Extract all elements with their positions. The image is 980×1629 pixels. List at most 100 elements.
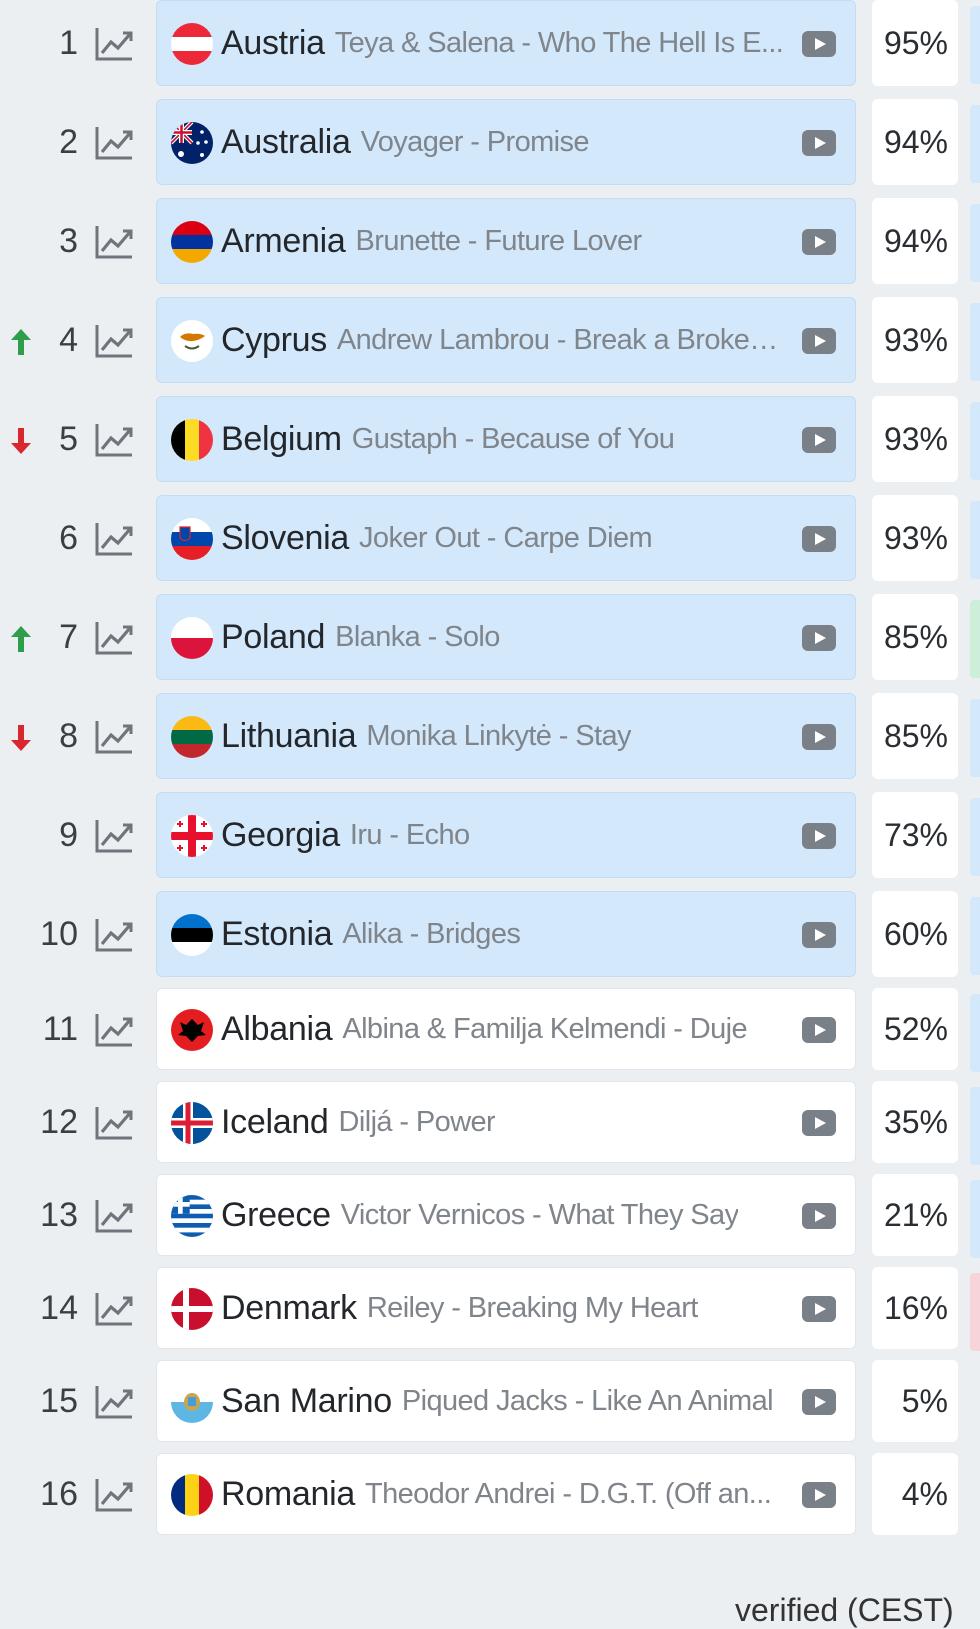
line-chart-icon[interactable] xyxy=(94,224,134,260)
country-name: Denmark xyxy=(221,1288,357,1327)
next-column-edge xyxy=(970,303,980,381)
song-title: Blanka - Solo xyxy=(335,620,500,653)
video-play-icon[interactable] xyxy=(801,723,837,751)
country-name: Poland xyxy=(221,617,326,656)
entry-text: Belgium Gustaph - Because of You xyxy=(221,397,793,481)
entry-text: Slovenia Joker Out - Carpe Diem xyxy=(221,496,793,580)
entry-card[interactable]: Austria Teya & Salena - Who The Hell Is E… xyxy=(156,0,856,86)
entry-card[interactable]: Albania Albina & Familja Kelmendi - Duje xyxy=(156,988,856,1070)
entry-text: San Marino Piqued Jacks - Like An Animal xyxy=(221,1361,793,1441)
song-title: Monika Linkytė - Stay xyxy=(366,719,631,752)
next-column-edge xyxy=(970,699,980,777)
odds-percentage: 35% xyxy=(872,1081,958,1163)
odds-percentage: 52% xyxy=(872,988,958,1070)
rank-number: 5 xyxy=(59,419,78,458)
next-column-edge xyxy=(970,1180,980,1258)
video-play-icon[interactable] xyxy=(801,624,837,652)
rank-number: 3 xyxy=(59,221,78,260)
entry-card[interactable]: Poland Blanka - Solo xyxy=(156,594,856,680)
video-play-icon[interactable] xyxy=(801,30,837,58)
entry-text: Georgia Iru - Echo xyxy=(221,793,793,877)
table-row: 4 Cyprus Andrew Lambrou - Break a Broken .… xyxy=(0,297,980,383)
next-column-edge xyxy=(970,798,980,876)
entry-card[interactable]: Denmark Reiley - Breaking My Heart xyxy=(156,1267,856,1349)
entry-text: Lithuania Monika Linkytė - Stay xyxy=(221,694,793,778)
entry-card[interactable]: Lithuania Monika Linkytė - Stay xyxy=(156,693,856,779)
country-name: Armenia xyxy=(221,221,346,260)
video-play-icon[interactable] xyxy=(801,129,837,157)
entry-card[interactable]: Armenia Brunette - Future Lover xyxy=(156,198,856,284)
table-row: 14 Denmark Reiley - Breaking My Heart 16% xyxy=(0,1267,980,1351)
line-chart-icon[interactable] xyxy=(94,521,134,557)
line-chart-icon[interactable] xyxy=(94,917,134,953)
odds-percentage: 93% xyxy=(872,297,958,383)
entry-text: Estonia Alika - Bridges xyxy=(221,892,793,976)
video-play-icon[interactable] xyxy=(801,327,837,355)
line-chart-icon[interactable] xyxy=(94,422,134,458)
entry-card[interactable]: Australia Voyager - Promise xyxy=(156,99,856,185)
country-name: Albania xyxy=(221,1009,333,1048)
video-play-icon[interactable] xyxy=(801,1388,837,1416)
line-chart-icon[interactable] xyxy=(94,1477,134,1513)
table-row: 16 Romania Theodor Andrei - D.G.T. (Off an… xyxy=(0,1453,980,1535)
country-name: Romania xyxy=(221,1474,355,1513)
table-row: 6 Slovenia Joker Out - Carpe Diem 93% xyxy=(0,495,980,581)
odds-percentage: 93% xyxy=(872,396,958,482)
odds-percentage: 16% xyxy=(872,1267,958,1349)
song-title: Voyager - Promise xyxy=(360,125,589,158)
entry-card[interactable]: San Marino Piqued Jacks - Like An Animal xyxy=(156,1360,856,1442)
video-play-icon[interactable] xyxy=(801,1016,837,1044)
line-chart-icon[interactable] xyxy=(94,1384,134,1420)
entry-card[interactable]: Belgium Gustaph - Because of You xyxy=(156,396,856,482)
line-chart-icon[interactable] xyxy=(94,26,134,62)
line-chart-icon[interactable] xyxy=(94,1012,134,1048)
video-play-icon[interactable] xyxy=(801,426,837,454)
line-chart-icon[interactable] xyxy=(94,1291,134,1327)
country-name: Australia xyxy=(221,122,351,161)
flag-austria-icon xyxy=(171,23,213,65)
next-column-edge xyxy=(970,994,980,1072)
entry-text: Australia Voyager - Promise xyxy=(221,100,793,184)
entry-card[interactable]: Iceland Diljá - Power xyxy=(156,1081,856,1163)
country-name: Iceland xyxy=(221,1102,329,1141)
video-play-icon[interactable] xyxy=(801,1295,837,1323)
line-chart-icon[interactable] xyxy=(94,818,134,854)
video-play-icon[interactable] xyxy=(801,1202,837,1230)
video-play-icon[interactable] xyxy=(801,1481,837,1509)
table-row: 2 Australia Voyager - Promise 94% xyxy=(0,99,980,185)
line-chart-icon[interactable] xyxy=(94,125,134,161)
entry-card[interactable]: Estonia Alika - Bridges xyxy=(156,891,856,977)
entry-card[interactable]: Romania Theodor Andrei - D.G.T. (Off an..… xyxy=(156,1453,856,1535)
rank-number: 4 xyxy=(59,320,78,359)
song-title: Victor Vernicos - What They Say xyxy=(340,1198,739,1231)
rank-number: 8 xyxy=(59,716,78,755)
video-play-icon[interactable] xyxy=(801,525,837,553)
song-title: Theodor Andrei - D.G.T. (Off an... xyxy=(364,1477,772,1510)
line-chart-icon[interactable] xyxy=(94,1105,134,1141)
flag-australia-icon xyxy=(171,122,213,164)
video-play-icon[interactable] xyxy=(801,228,837,256)
video-play-icon[interactable] xyxy=(801,921,837,949)
entry-text: Armenia Brunette - Future Lover xyxy=(221,199,793,283)
table-row: 1 Austria Teya & Salena - Who The Hell Is … xyxy=(0,0,980,86)
next-column-edge xyxy=(970,204,980,282)
video-play-icon[interactable] xyxy=(801,822,837,850)
next-column-edge xyxy=(970,105,980,183)
line-chart-icon[interactable] xyxy=(94,1198,134,1234)
entry-card[interactable]: Cyprus Andrew Lambrou - Break a Broken ..… xyxy=(156,297,856,383)
flag-denmark-icon xyxy=(171,1288,213,1330)
entry-card[interactable]: Greece Victor Vernicos - What They Say xyxy=(156,1174,856,1256)
flag-belgium-icon xyxy=(171,419,213,461)
line-chart-icon[interactable] xyxy=(94,323,134,359)
table-row: 12 Iceland Diljá - Power 35% xyxy=(0,1081,980,1165)
entry-card[interactable]: Slovenia Joker Out - Carpe Diem xyxy=(156,495,856,581)
arrow-up-icon xyxy=(8,325,34,359)
odds-percentage: 5% xyxy=(872,1360,958,1442)
video-play-icon[interactable] xyxy=(801,1109,837,1137)
entry-text: Greece Victor Vernicos - What They Say xyxy=(221,1175,793,1255)
line-chart-icon[interactable] xyxy=(94,620,134,656)
song-title: Piqued Jacks - Like An Animal xyxy=(401,1384,773,1417)
entry-card[interactable]: Georgia Iru - Echo xyxy=(156,792,856,878)
flag-cyprus-icon xyxy=(171,320,213,362)
line-chart-icon[interactable] xyxy=(94,719,134,755)
